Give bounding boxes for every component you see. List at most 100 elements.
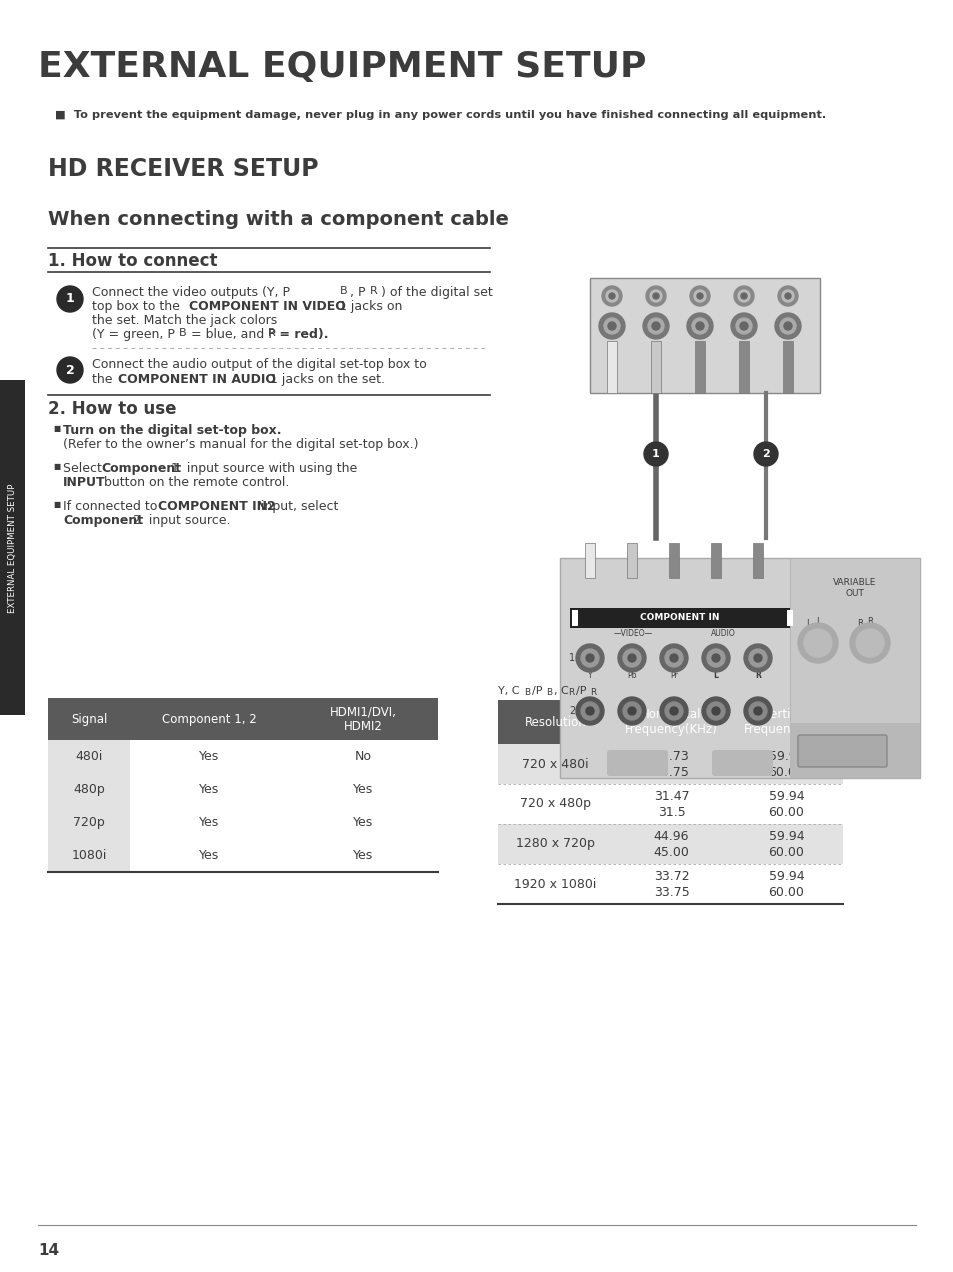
Circle shape bbox=[598, 313, 624, 340]
Circle shape bbox=[730, 313, 757, 340]
Text: Component 1, 2: Component 1, 2 bbox=[161, 712, 256, 725]
Circle shape bbox=[601, 286, 621, 307]
Bar bbox=[584, 543, 595, 577]
Text: EXTERNAL EQUIPMENT SETUP: EXTERNAL EQUIPMENT SETUP bbox=[8, 483, 17, 613]
Bar bbox=[130, 806, 437, 840]
Bar bbox=[497, 784, 842, 824]
Text: 2  input source.: 2 input source. bbox=[129, 514, 231, 527]
Bar bbox=[497, 824, 842, 864]
Circle shape bbox=[664, 649, 682, 667]
Circle shape bbox=[608, 293, 615, 299]
Circle shape bbox=[783, 322, 791, 329]
Circle shape bbox=[659, 644, 687, 672]
Text: Yes: Yes bbox=[353, 848, 373, 862]
Circle shape bbox=[659, 697, 687, 725]
Text: ) of the digital set: ) of the digital set bbox=[380, 286, 493, 299]
Text: the set. Match the jack colors: the set. Match the jack colors bbox=[91, 314, 277, 327]
Circle shape bbox=[774, 313, 801, 340]
Bar bbox=[606, 341, 617, 393]
Bar bbox=[497, 744, 842, 784]
Circle shape bbox=[607, 322, 616, 329]
Circle shape bbox=[627, 654, 636, 661]
Text: , C: , C bbox=[554, 686, 568, 696]
Circle shape bbox=[580, 649, 598, 667]
Text: HDMI1/DVI,: HDMI1/DVI, bbox=[329, 706, 396, 719]
Text: Yes: Yes bbox=[198, 848, 219, 862]
Bar bbox=[572, 611, 578, 626]
Text: 480i: 480i bbox=[75, 750, 103, 763]
Bar bbox=[48, 740, 130, 773]
Bar bbox=[569, 608, 789, 628]
Text: Component: Component bbox=[101, 462, 181, 474]
Circle shape bbox=[603, 318, 619, 335]
Circle shape bbox=[622, 649, 640, 667]
Text: 1080i: 1080i bbox=[71, 848, 107, 862]
Text: B: B bbox=[545, 688, 552, 697]
Text: R: R bbox=[268, 328, 275, 338]
Text: Pb: Pb bbox=[626, 672, 636, 681]
Text: 2: 2 bbox=[568, 706, 575, 716]
Bar bbox=[48, 840, 130, 873]
Circle shape bbox=[686, 313, 712, 340]
Text: 33.72: 33.72 bbox=[653, 870, 689, 883]
Bar bbox=[48, 698, 437, 740]
Circle shape bbox=[711, 654, 720, 661]
Text: (Refer to the owner’s manual for the digital set-top box.): (Refer to the owner’s manual for the dig… bbox=[63, 438, 418, 452]
Circle shape bbox=[576, 697, 603, 725]
Text: INPUT: INPUT bbox=[63, 476, 106, 488]
Bar bbox=[782, 341, 792, 393]
Text: button on the remote control.: button on the remote control. bbox=[100, 476, 289, 488]
Circle shape bbox=[855, 628, 883, 658]
Text: 59.94: 59.94 bbox=[768, 790, 803, 803]
Text: Component: Component bbox=[63, 514, 143, 527]
Circle shape bbox=[697, 293, 702, 299]
Circle shape bbox=[622, 702, 640, 720]
Circle shape bbox=[580, 702, 598, 720]
Text: When connecting with a component cable: When connecting with a component cable bbox=[48, 210, 508, 229]
Text: 59.94: 59.94 bbox=[768, 749, 803, 762]
Text: AUDIO: AUDIO bbox=[710, 630, 735, 639]
Text: Yes: Yes bbox=[198, 750, 219, 763]
Text: HDMI2: HDMI2 bbox=[343, 720, 382, 733]
Text: R: R bbox=[856, 619, 862, 628]
Circle shape bbox=[645, 286, 665, 307]
Text: 1: 1 bbox=[652, 449, 659, 459]
Circle shape bbox=[753, 707, 761, 715]
Bar bbox=[130, 840, 437, 873]
Text: 60.00: 60.00 bbox=[768, 885, 803, 898]
Circle shape bbox=[585, 707, 594, 715]
Text: 31.5: 31.5 bbox=[657, 805, 684, 818]
Circle shape bbox=[576, 644, 603, 672]
Text: Pr: Pr bbox=[669, 672, 678, 681]
Text: Connect the audio output of the digital set-top box to: Connect the audio output of the digital … bbox=[91, 357, 426, 371]
Circle shape bbox=[711, 707, 720, 715]
Bar bbox=[650, 341, 660, 393]
Text: Yes: Yes bbox=[198, 817, 219, 829]
Circle shape bbox=[784, 293, 790, 299]
Text: 60.00: 60.00 bbox=[768, 846, 803, 859]
Text: 2: 2 bbox=[761, 449, 769, 459]
Text: the: the bbox=[91, 373, 116, 385]
Text: 33.75: 33.75 bbox=[653, 885, 689, 898]
Text: L: L bbox=[815, 617, 820, 626]
Circle shape bbox=[642, 313, 668, 340]
Circle shape bbox=[701, 697, 729, 725]
Text: 720p: 720p bbox=[73, 817, 105, 829]
Text: EXTERNAL EQUIPMENT SETUP: EXTERNAL EQUIPMENT SETUP bbox=[38, 50, 646, 84]
Circle shape bbox=[743, 697, 771, 725]
Text: 1. How to connect: 1. How to connect bbox=[48, 252, 217, 270]
Text: 60.00: 60.00 bbox=[768, 805, 803, 818]
Text: L: L bbox=[713, 672, 718, 681]
Text: —VIDEO—: —VIDEO— bbox=[613, 630, 652, 639]
Text: 44.96: 44.96 bbox=[653, 829, 688, 842]
Text: 59.94: 59.94 bbox=[768, 829, 803, 842]
Text: 1280 x 720p: 1280 x 720p bbox=[516, 837, 595, 851]
Text: Yes: Yes bbox=[353, 817, 373, 829]
Text: R: R bbox=[589, 688, 596, 697]
Bar bbox=[497, 700, 842, 744]
Text: Frequency(Hz): Frequency(Hz) bbox=[743, 724, 828, 736]
Circle shape bbox=[664, 702, 682, 720]
Text: R: R bbox=[754, 672, 760, 681]
Text: 60.00: 60.00 bbox=[768, 766, 803, 778]
Circle shape bbox=[748, 702, 766, 720]
